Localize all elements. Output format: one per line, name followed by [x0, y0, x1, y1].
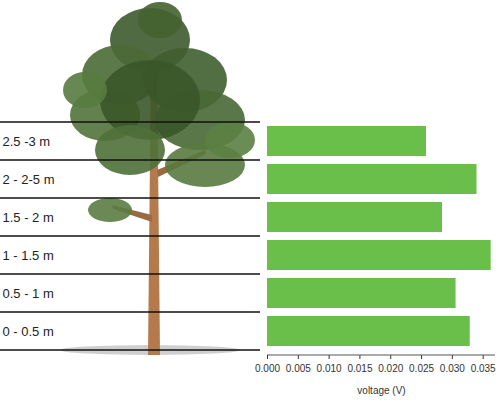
svg-text:1.5 - 2 m: 1.5 - 2 m: [3, 210, 54, 225]
svg-text:2.5 -3 m: 2.5 -3 m: [3, 134, 51, 149]
svg-text:0.035: 0.035: [471, 363, 496, 374]
svg-text:0.020: 0.020: [378, 363, 403, 374]
svg-text:0.5 - 1 m: 0.5 - 1 m: [3, 286, 54, 301]
svg-text:0.030: 0.030: [440, 363, 465, 374]
svg-text:1 - 1.5 m: 1 - 1.5 m: [3, 248, 54, 263]
svg-text:0 - 0.5 m: 0 - 0.5 m: [3, 324, 54, 339]
svg-text:0.000: 0.000: [255, 363, 280, 374]
svg-text:0.010: 0.010: [317, 363, 342, 374]
svg-text:2 - 2-5 m: 2 - 2-5 m: [3, 172, 55, 187]
svg-text:voltage (V): voltage (V): [357, 385, 405, 396]
svg-text:0.025: 0.025: [409, 363, 434, 374]
svg-text:0.015: 0.015: [347, 363, 372, 374]
svg-text:0.005: 0.005: [286, 363, 311, 374]
